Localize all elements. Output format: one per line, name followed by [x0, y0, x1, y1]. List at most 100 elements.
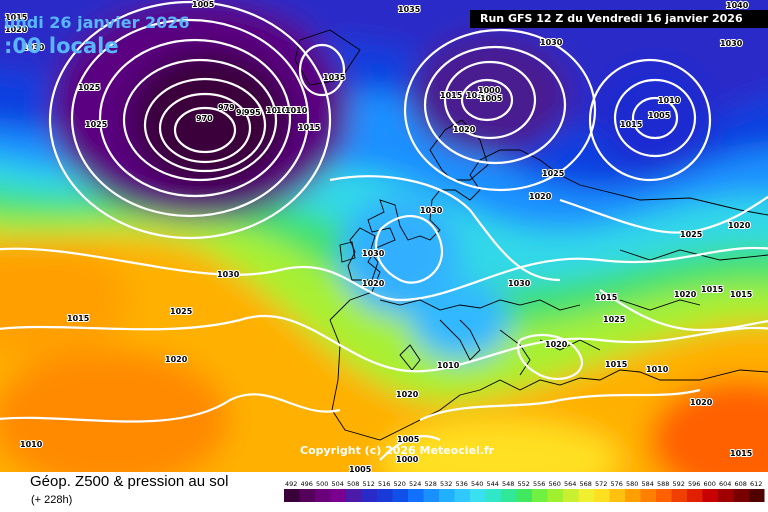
scale-swatch [361, 489, 377, 502]
isobar-label-1015-e: 1015 [67, 314, 90, 323]
scale-swatch [501, 489, 517, 502]
scale-swatch [733, 489, 749, 502]
scale-swatch [315, 489, 331, 502]
isobar-label-979: 979 [218, 103, 235, 112]
scale-label: 584 [642, 480, 654, 488]
isobar-label-1005-d: 1005 [397, 435, 420, 444]
isobar-label-1015-g: 1015 [701, 285, 724, 294]
isobar-label-1015-j: 1015 [730, 449, 753, 458]
scale-swatch [423, 489, 439, 502]
scale-swatch [563, 489, 579, 502]
scale-swatch [532, 489, 548, 502]
scale-label: 504 [332, 480, 344, 488]
scale-label: 500 [316, 480, 328, 488]
scale-label: 548 [502, 480, 514, 488]
scale-label: 520 [394, 480, 406, 488]
scale-swatch [656, 489, 672, 502]
legend-subtitle: (+ 228h) [31, 494, 73, 506]
scale-swatch [547, 489, 563, 502]
isobar-label-1000-b: 1000 [396, 455, 419, 464]
scale-label: 512 [363, 480, 375, 488]
isobar-label-1030-e: 1030 [362, 249, 385, 258]
isobar-label-1040: 1040 [726, 1, 749, 10]
scale-label: 528 [425, 480, 437, 488]
isobar-label-1030-a: 1030 [22, 43, 45, 52]
geopotential-field [0, 0, 768, 472]
scale-swatch [346, 489, 362, 502]
scale-label: 600 [704, 480, 716, 488]
scale-swatch [408, 489, 424, 502]
color-scale: 492 496 500 504 508 512 516 520 524 528 532 536 540 5… [284, 480, 765, 502]
scale-swatch [439, 489, 455, 502]
scale-label: 592 [673, 480, 685, 488]
isobar-label-1010-b: 1010 [276, 106, 299, 115]
isobar-label-1015-h: 1015 [730, 290, 753, 299]
scale-label: 492 [285, 480, 297, 488]
isobar-label-1015-b: 1015 [298, 123, 321, 132]
isobar-label-1010-f: 1010 [20, 440, 43, 449]
isobar-label-1005-b: 1005 [480, 94, 503, 103]
isobar-label-1025-b: 1025 [85, 120, 108, 129]
scale-label: 588 [657, 480, 669, 488]
scale-label: 576 [611, 480, 623, 488]
isobars [0, 0, 768, 461]
isobar-label-995: 995 [244, 108, 261, 117]
isobar-label-1020-f: 1020 [674, 290, 697, 299]
scale-label: 604 [719, 480, 731, 488]
scale-label: 564 [564, 480, 576, 488]
forecast-map: 1005 1015 1020 1030 1025 970 979 985 995 1010 1010… [0, 0, 768, 472]
scale-label: 508 [347, 480, 359, 488]
scale-label: 516 [378, 480, 390, 488]
copyright-text: Copyright (c) 2026 Meteociel.fr [300, 444, 495, 457]
scale-label: 568 [580, 480, 592, 488]
scale-swatch [454, 489, 470, 502]
isobar-label-1015-d: 1015 [620, 120, 643, 129]
scale-swatch [392, 489, 408, 502]
isobar-label-1025-a: 1025 [78, 83, 101, 92]
isobar-label-1025-d: 1025 [170, 307, 193, 316]
scale-label: 524 [409, 480, 421, 488]
isobar-label-1015-i: 1015 [605, 360, 628, 369]
isobar-label-1015-a: 1015 [5, 13, 28, 22]
isobar-label-1025-c: 1025 [542, 169, 565, 178]
isobar-label-1030-c: 1030 [720, 39, 743, 48]
isobar-label-1025-e: 1025 [603, 315, 626, 324]
scale-label: 560 [549, 480, 561, 488]
isobar-label-1020-h: 1020 [545, 340, 568, 349]
isobar-label-1000: 1000 [478, 86, 501, 95]
scale-label: 608 [735, 480, 747, 488]
scale-label: 556 [533, 480, 545, 488]
scale-swatch [609, 489, 625, 502]
isobar-label-1020-c: 1020 [362, 279, 385, 288]
isobar-label-1020-a: 1020 [5, 25, 28, 34]
scale-label: 580 [626, 480, 638, 488]
coastlines [294, 29, 768, 441]
isobar-label-1005-e: 1005 [349, 465, 372, 472]
isobar-label-1035-a: 1035 [323, 73, 346, 82]
scale-swatch [578, 489, 594, 502]
isobar-label-1020-j: 1020 [728, 221, 751, 230]
isobar-label-1020-i: 1020 [396, 390, 419, 399]
scale-label: 596 [688, 480, 700, 488]
scale-swatch [718, 489, 734, 502]
scale-swatch [330, 489, 346, 502]
forecast-date: undi 26 janvier 2026 [4, 13, 190, 32]
isobar-label-1030-b: 1030 [540, 38, 563, 47]
scale-swatch [377, 489, 393, 502]
isobar-label-1010-e: 1010 [658, 96, 681, 105]
isobar-label-1005-c: 1005 [648, 111, 671, 120]
isobar-label-970: 970 [196, 114, 213, 123]
isobar-label-1015-f: 1015 [595, 293, 618, 302]
isobar-label-1020-g: 1020 [690, 398, 713, 407]
isobar-label-1025-f: 1025 [680, 230, 703, 239]
legend-bar: Géop. Z500 & pression au sol (+ 228h) 49… [0, 472, 768, 512]
scale-label: 532 [440, 480, 452, 488]
isobar-label-985: 985 [236, 108, 253, 117]
scale-swatch [485, 489, 501, 502]
isobar-label-1010-c: 1010 [285, 106, 308, 115]
isobar-label-1030-f: 1030 [217, 270, 240, 279]
forecast-time: :00 locale [4, 34, 119, 58]
scale-label: 536 [456, 480, 468, 488]
legend-title: Géop. Z500 & pression au sol [30, 473, 229, 490]
